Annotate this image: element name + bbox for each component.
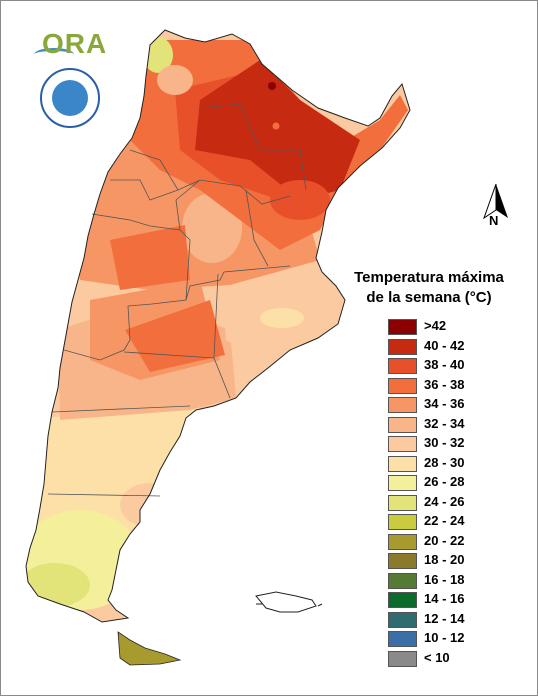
legend-label: 40 - 42: [424, 337, 465, 353]
legend-title: Temperatura máxima de la semana (°C): [344, 268, 514, 308]
legend-item: 28 - 30: [388, 454, 518, 472]
legend-swatch: [388, 533, 417, 550]
legend-swatch: [388, 416, 417, 433]
legend-label: 16 - 18: [424, 571, 465, 587]
smn-logo: [40, 68, 100, 128]
north-label: N: [489, 213, 499, 228]
legend-label: 34 - 36: [424, 396, 465, 411]
hotspot-point: [272, 122, 280, 130]
legend-label: 32 - 34: [424, 415, 465, 431]
legend-item: 14 - 16: [388, 591, 518, 608]
legend-swatch: [388, 338, 417, 355]
legend-item: 40 - 42: [388, 337, 518, 355]
legend-swatch: [388, 611, 417, 628]
legend-label: 30 - 32: [424, 435, 465, 450]
legend-item: < 10: [388, 649, 518, 667]
province-borders: [47, 103, 307, 497]
legend-item: 18 - 20: [388, 552, 518, 569]
ora-logo-text: ORA: [42, 28, 108, 59]
legend-swatch: [388, 553, 417, 569]
legend-title-line2: de la semana (°C): [366, 289, 492, 306]
legend-item: 32 - 34: [388, 415, 518, 433]
legend-item: 22 - 24: [388, 513, 518, 530]
legend-label: 12 - 14: [424, 610, 465, 626]
legend-item: 24 - 26: [388, 493, 518, 511]
legend-swatch: [388, 436, 417, 452]
legend-label: 22 - 24: [424, 513, 465, 528]
legend-swatch: [388, 319, 417, 335]
legend-item: >42: [388, 318, 518, 335]
legend-label: 10 - 12: [424, 630, 465, 645]
legend-item: 20 - 22: [388, 532, 518, 550]
ora-logo: ORA: [34, 28, 106, 64]
legend-title-line1: Temperatura máxima: [354, 269, 504, 286]
legend-swatch: [388, 397, 417, 413]
legend-swatch: [388, 358, 417, 374]
legend-swatch: [388, 631, 417, 647]
ora-swoosh: [34, 48, 74, 61]
legend-swatch: [388, 592, 417, 608]
legend-label: 36 - 38: [424, 376, 465, 392]
smn-seal-center: [52, 80, 88, 116]
legend-item: 30 - 32: [388, 435, 518, 452]
legend: Temperatura máxima de la semana (°C) >42…: [344, 268, 524, 667]
malvinas-islands: [255, 591, 317, 613]
legend-swatch: [388, 455, 417, 472]
legend-label: 38 - 40: [424, 357, 465, 372]
legend-label: >42: [424, 318, 447, 333]
hotspot-extreme: [268, 82, 276, 90]
tierra-del-fuego: [117, 631, 182, 666]
legend-swatch: [388, 377, 417, 394]
legend-label: 20 - 22: [424, 532, 465, 548]
legend-swatch: [388, 572, 417, 589]
legend-item: 12 - 14: [388, 610, 518, 628]
north-arrow-icon: [483, 183, 508, 220]
legend-label: 18 - 20: [424, 552, 465, 567]
legend-swatch: [388, 650, 417, 667]
legend-label: 14 - 16: [424, 591, 465, 606]
legend-item: 38 - 40: [388, 357, 518, 374]
legend-label: 24 - 26: [424, 493, 465, 509]
country-outline: [25, 29, 411, 623]
legend-swatch: [388, 514, 417, 530]
small-islands: [256, 603, 323, 607]
legend-item: 34 - 36: [388, 396, 518, 413]
legend-label: 26 - 28: [424, 474, 465, 489]
legend-item: 10 - 12: [388, 630, 518, 647]
legend-swatch: [388, 475, 417, 491]
legend-label: < 10: [424, 649, 450, 665]
legend-label: 28 - 30: [424, 454, 465, 470]
legend-item: 26 - 28: [388, 474, 518, 491]
legend-swatch: [388, 494, 417, 511]
legend-item: 16 - 18: [388, 571, 518, 589]
legend-item: 36 - 38: [388, 376, 518, 394]
